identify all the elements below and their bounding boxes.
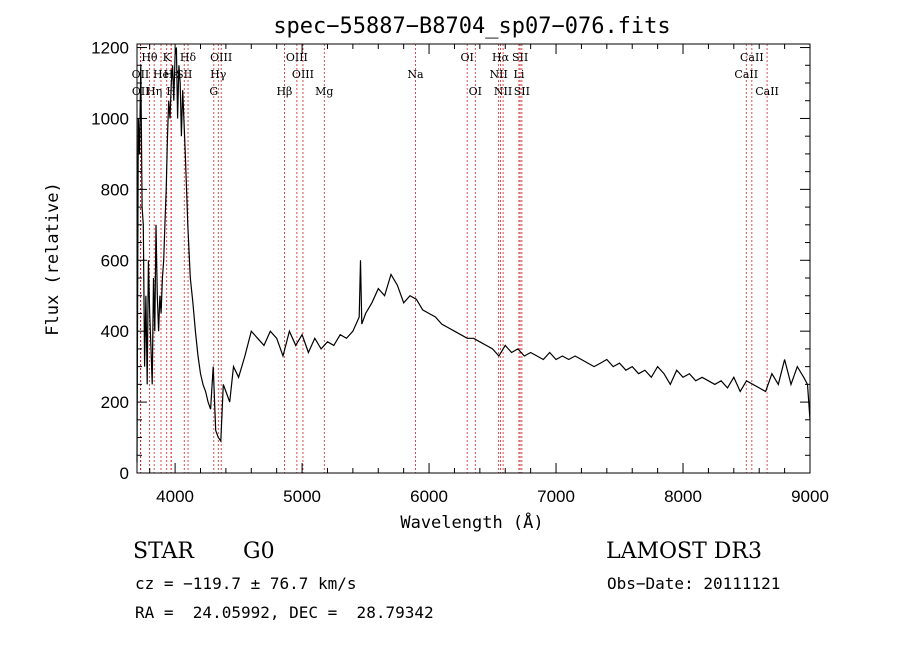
obs-date-text: Obs−Date: 20111121 <box>607 574 781 593</box>
emission-line-label: G <box>209 85 218 98</box>
x-tick-label: 6000 <box>410 487 448 506</box>
plot-frame <box>136 43 811 474</box>
x-tick-label: 4000 <box>156 487 194 506</box>
emission-line-label: NII <box>489 68 507 81</box>
y-tick-label: 1000 <box>91 109 129 128</box>
y-axis-ticks: 0 200 400 600 800 1000 1200 <box>91 39 810 483</box>
class-label: STAR <box>133 539 194 564</box>
y-tick-label: 800 <box>101 180 129 199</box>
emission-line-label: Hβ <box>276 85 292 98</box>
emission-line-label: OI <box>469 85 482 98</box>
emission-line-label: Hθ <box>141 51 158 64</box>
emission-line-label: SII <box>512 51 528 64</box>
emission-line-label: Hγ <box>210 68 227 81</box>
emission-line-label: Mg <box>315 85 333 98</box>
emission-line-label: Hη <box>146 85 162 98</box>
emission-line-label: SII <box>514 85 530 98</box>
chart-title: spec−55887−B8704_sp07−076.fits <box>273 14 670 39</box>
emission-line-label: Hα <box>492 51 510 64</box>
emission-line-label: OI <box>460 51 473 64</box>
x-axis-label: Wavelength (Å) <box>400 511 543 533</box>
y-tick-label: 400 <box>101 322 129 341</box>
y-tick-label: 200 <box>101 393 129 412</box>
y-tick-label: 1200 <box>91 39 129 58</box>
coords-text: RA = 24.05992, DEC = 28.79342 <box>135 603 434 622</box>
survey-label: LAMOST DR3 <box>606 539 762 564</box>
emission-line-label: OIII <box>210 51 232 64</box>
x-tick-label: 5000 <box>283 487 321 506</box>
emission-line-label: K <box>163 51 172 64</box>
subclass-label: G0 <box>243 539 275 564</box>
emission-line-label: Li <box>514 68 525 81</box>
x-tick-label: 8000 <box>664 487 702 506</box>
emission-lines <box>140 44 768 473</box>
spectrum-line <box>136 47 811 463</box>
emission-line-label: Hδ <box>180 51 197 64</box>
x-axis-ticks: 4000 5000 6000 7000 8000 9000 <box>149 44 829 506</box>
x-tick-label: 7000 <box>537 487 575 506</box>
emission-line-label: He <box>153 68 169 81</box>
cz-text: cz = −119.7 ± 76.7 km/s <box>135 574 357 593</box>
emission-line-label: OIII <box>286 51 308 64</box>
emission-line-label: Na <box>407 68 424 81</box>
y-axis-label: Flux (relative) <box>43 182 63 336</box>
x-tick-label: 9000 <box>791 487 829 506</box>
emission-line-label: CaII <box>734 68 758 81</box>
emission-line-label: CaII <box>740 51 764 64</box>
emission-line-label: OIII <box>292 68 314 81</box>
emission-line-label: CaII <box>755 85 779 98</box>
y-tick-label: 0 <box>120 464 129 483</box>
emission-line-label: NII <box>494 85 512 98</box>
y-tick-label: 600 <box>101 251 129 270</box>
